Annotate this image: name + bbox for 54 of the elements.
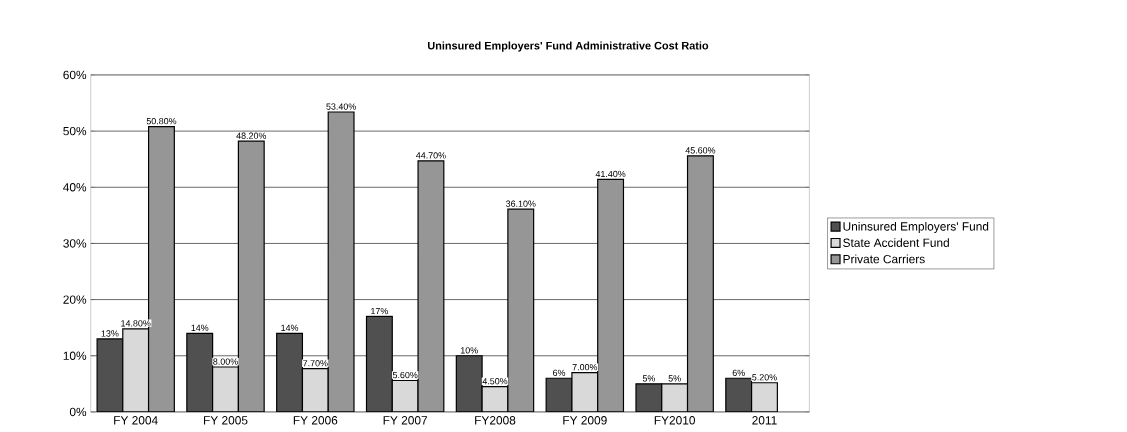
y-tick-label: 60% xyxy=(63,70,87,80)
data-label: 6% xyxy=(732,369,745,376)
data-label: 36.10% xyxy=(505,200,536,207)
data-label: 13% xyxy=(101,330,119,337)
data-label: 7.70% xyxy=(303,360,328,367)
legend-label: Uninsured Employers' Fund xyxy=(843,221,989,233)
data-label: 53.40% xyxy=(326,103,356,110)
data-label: 7.00% xyxy=(572,363,598,371)
bar xyxy=(96,338,124,412)
x-tick-label: FY 2006 xyxy=(293,416,338,425)
bar xyxy=(455,355,483,412)
data-label: 5% xyxy=(642,375,656,382)
bar xyxy=(186,332,214,412)
bar xyxy=(686,155,714,412)
data-label: 17% xyxy=(371,307,388,315)
x-tick-label: FY 2005 xyxy=(204,416,248,425)
bar xyxy=(417,160,445,412)
y-tick-label: 30% xyxy=(63,239,87,248)
y-tick-label: 0% xyxy=(69,407,87,417)
x-tick-label: 2011 xyxy=(752,416,777,425)
bar xyxy=(276,332,304,412)
data-label: 8.00% xyxy=(213,358,238,365)
data-label: 4.50% xyxy=(482,377,508,385)
data-label: 14% xyxy=(191,324,209,331)
bar xyxy=(597,178,625,412)
data-label: 14% xyxy=(281,324,299,331)
bar xyxy=(725,377,753,412)
bar xyxy=(365,315,393,412)
y-tick-label: 20% xyxy=(63,295,87,304)
data-label: 5.60% xyxy=(392,371,418,379)
legend-label: Private Carriers xyxy=(843,254,925,264)
data-label: 48.20% xyxy=(236,132,267,139)
x-tick-label: FY2010 xyxy=(654,416,696,425)
x-tick-label: FY 2007 xyxy=(383,416,428,425)
x-tick-label: FY 2004 xyxy=(114,416,158,425)
x-tick-label: FY2008 xyxy=(475,416,516,425)
data-label: 5% xyxy=(668,375,681,382)
bar xyxy=(327,111,355,412)
bar xyxy=(507,208,535,412)
bar xyxy=(237,140,265,412)
data-label: 50.80% xyxy=(146,117,177,125)
x-tick-label: FY 2009 xyxy=(563,416,607,425)
data-label: 41.40% xyxy=(595,170,626,178)
y-tick-label: 50% xyxy=(63,126,87,136)
data-label: 14.80% xyxy=(121,320,151,327)
data-label: 44.70% xyxy=(416,152,446,159)
y-tick-label: 10% xyxy=(63,351,87,360)
y-tick-label: 40% xyxy=(63,182,87,192)
data-label: 6% xyxy=(553,369,566,376)
chart-title: Uninsured Employers' Fund Administrative Cost Ratio xyxy=(427,41,709,52)
data-label: 10% xyxy=(460,347,478,354)
data-label: 5.20% xyxy=(752,374,777,381)
legend-label: State Accident Fund xyxy=(843,238,949,247)
data-label: 45.60% xyxy=(685,147,716,154)
